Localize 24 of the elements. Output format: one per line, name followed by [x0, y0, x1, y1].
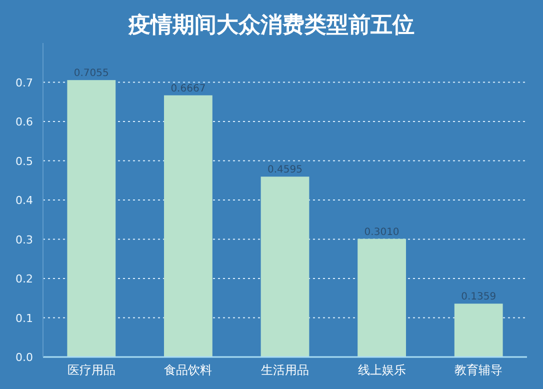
data-label: 0.1359	[461, 292, 496, 303]
bar	[164, 95, 212, 357]
y-tick-label: 0.5	[16, 154, 33, 168]
x-tick-label: 食品饮料	[164, 363, 212, 377]
x-tick-label: 生活用品	[261, 363, 309, 377]
y-tick-label: 0.1	[16, 312, 33, 325]
bar	[260, 176, 310, 357]
x-tick-label: 医疗用品	[67, 363, 116, 377]
x-tick-label: 教育辅导	[454, 363, 503, 377]
y-tick-label: 0.4	[16, 194, 33, 207]
chart-title: 疫情期间大众消费类型前五位	[128, 13, 414, 38]
y-tick-label: 0.7	[16, 76, 33, 90]
data-label: 0.7055	[74, 68, 109, 80]
data-label: 0.3010	[364, 226, 400, 238]
y-tick-label: 0.6	[16, 116, 33, 128]
x-tick-label: 线上娱乐	[358, 363, 406, 377]
data-label: 0.6667	[170, 83, 206, 94]
y-tick-label: 0.0	[16, 351, 33, 364]
y-tick-label: 0.3	[16, 233, 33, 246]
y-tick-label: 0.2	[16, 272, 33, 286]
bar	[454, 304, 503, 357]
data-label: 0.4595	[268, 164, 302, 176]
bar	[67, 80, 116, 357]
bar	[358, 238, 406, 357]
